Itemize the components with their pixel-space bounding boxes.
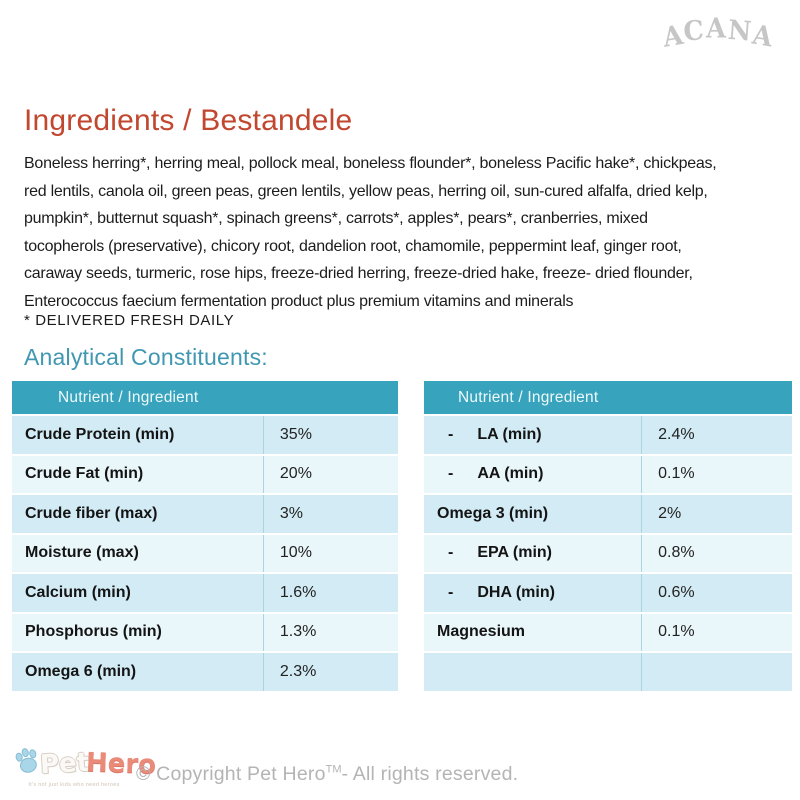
nutrient-value-cell: 35%: [262, 416, 398, 454]
table-row: - LA (min) 2.4%: [424, 416, 792, 454]
nutrient-value-cell: 2%: [641, 495, 792, 533]
nutrient-label-cell: Omega 6 (min): [12, 653, 263, 691]
nutrient-value-cell: 3%: [262, 495, 398, 533]
nutrient-label-cell: - EPA (min): [424, 535, 641, 573]
nutrient-value: 0.1%: [658, 623, 695, 641]
nutrient-label-cell: - LA (min): [424, 416, 641, 454]
nutrient-label-cell: Omega 3 (min): [424, 495, 641, 533]
nutrient-label: EPA (min): [477, 544, 552, 562]
table-row: - AA (min) 0.1%: [424, 455, 792, 494]
table-row: [424, 653, 792, 691]
logo-text-pet: Pet: [39, 747, 90, 780]
nutrient-value-cell: [641, 653, 792, 691]
table-row: Omega 3 (min) 2%: [424, 495, 792, 533]
nutrient-value-cell: 20%: [262, 455, 398, 493]
nutrient-label-cell: Moisture (max): [12, 535, 263, 573]
nutrient-value: 1.3%: [279, 623, 317, 641]
nutrient-label-cell: Magnesium: [424, 614, 641, 652]
pethero-logo: Pet Hero It's not just kids who need her…: [14, 746, 157, 796]
nutrient-label-cell: Crude Fat (min): [12, 456, 263, 494]
nutrient-label-cell: [424, 653, 641, 691]
nutrient-value-cell: 2.3%: [262, 653, 398, 691]
nutrient-value-cell: 10%: [262, 534, 398, 572]
nutrient-value-cell: 1.3%: [262, 613, 398, 651]
nutrient-value: 10%: [279, 544, 312, 562]
nutrient-table-right: Nutrient / Ingredient - LA (min) 2.4% - AA (…: [424, 381, 792, 691]
acana-logo-letter: A: [749, 18, 777, 54]
nutrient-label-cell: - DHA (min): [424, 574, 641, 612]
table-body: - LA (min) 2.4% - AA (min) 0.1% Omega 3 (min) 2…: [424, 416, 792, 691]
nutrient-value-cell: 0.1%: [641, 613, 792, 651]
copyright-post: - All rights reserved.: [341, 763, 519, 785]
table-row: Crude Protein (min) 35%: [12, 416, 398, 454]
copyright-pre: © Copyright Pet Hero: [136, 763, 326, 785]
table-row: Moisture (max) 10%: [12, 534, 398, 573]
nutrient-value-cell: 0.8%: [641, 534, 792, 572]
acana-logo-letter: A: [706, 12, 728, 45]
nutrient-label-cell: - AA (min): [424, 456, 641, 494]
table-row: Crude fiber (max) 3%: [12, 495, 398, 533]
ingredients-paragraph: Boneless herring*, herring meal, pollock…: [24, 155, 717, 310]
sub-item-dash: -: [448, 583, 454, 601]
nutrient-label: Calcium (min): [25, 583, 131, 601]
nutrient-value-cell: 0.6%: [641, 574, 792, 612]
sub-item-dash: -: [448, 425, 454, 443]
nutrient-value-cell: 1.6%: [262, 574, 398, 612]
nutrient-label: Magnesium: [437, 623, 526, 641]
table-header: Nutrient / Ingredient: [12, 381, 398, 414]
page-title: Ingredients / Bestandele: [24, 104, 353, 137]
nutrient-value: 2.3%: [279, 662, 317, 680]
nutrient-value: 2.4%: [658, 425, 695, 443]
nutrient-label: Crude Protein (min): [25, 425, 175, 443]
nutrient-value: 1.6%: [279, 583, 317, 601]
table-header: Nutrient / Ingredient: [424, 381, 792, 414]
table-row: Omega 6 (min) 2.3%: [12, 653, 398, 691]
paw-icon: [10, 743, 48, 784]
acana-logo-letter: N: [726, 13, 755, 48]
nutrient-label: LA (min): [477, 425, 542, 443]
logo-tagline: It's not just kids who need heroes: [28, 782, 120, 788]
table-row: Magnesium 0.1%: [424, 613, 792, 652]
nutrient-label-cell: Crude fiber (max): [12, 495, 263, 533]
nutrient-label: Crude Fat (min): [25, 465, 144, 483]
table-row: Crude Fat (min) 20%: [12, 455, 398, 494]
nutrient-value: 35%: [279, 425, 312, 443]
nutrient-label-cell: Calcium (min): [12, 574, 263, 612]
nutrient-value: 0.8%: [658, 544, 695, 562]
nutrient-label-cell: Phosphorus (min): [12, 614, 263, 652]
nutrient-label: Omega 3 (min): [437, 504, 549, 522]
nutrient-label: Omega 6 (min): [25, 662, 137, 680]
sub-item-dash: -: [448, 465, 454, 483]
table-body: Crude Protein (min) 35% Crude Fat (min) 20%…: [12, 416, 398, 691]
sub-item-dash: -: [448, 544, 454, 562]
section-title: Analytical Constituents:: [24, 344, 268, 370]
nutrient-value-cell: 2.4%: [641, 416, 792, 454]
nutrient-label: Phosphorus (min): [25, 623, 162, 641]
table-row: Calcium (min) 1.6%: [12, 574, 398, 612]
nutrient-value: 0.6%: [658, 583, 695, 601]
table-row: - DHA (min) 0.6%: [424, 574, 792, 612]
copyright-text: © Copyright Pet HeroTM- All rights reser…: [136, 763, 518, 786]
fresh-daily-note: * DELIVERED FRESH DAILY: [24, 312, 235, 329]
nutrient-table-left: Nutrient / Ingredient Crude Protein (min…: [12, 381, 398, 691]
nutrient-label: Moisture (max): [25, 544, 139, 562]
table-row: - EPA (min) 0.8%: [424, 534, 792, 573]
nutrient-value: 3%: [279, 504, 304, 522]
nutrient-label-cell: Crude Protein (min): [12, 416, 263, 454]
nutrient-label: AA (min): [477, 465, 544, 483]
copyright-tm: TM: [325, 763, 342, 776]
nutrient-value: 2%: [658, 504, 682, 522]
nutrient-value: 0.1%: [658, 465, 695, 483]
nutrient-value-cell: 0.1%: [641, 455, 792, 493]
nutrient-value: 20%: [279, 465, 312, 483]
nutrient-label: Crude fiber (max): [25, 504, 158, 522]
nutrient-label: DHA (min): [477, 583, 555, 601]
acana-logo-letter: C: [682, 14, 708, 48]
table-row: Phosphorus (min) 1.3%: [12, 613, 398, 652]
